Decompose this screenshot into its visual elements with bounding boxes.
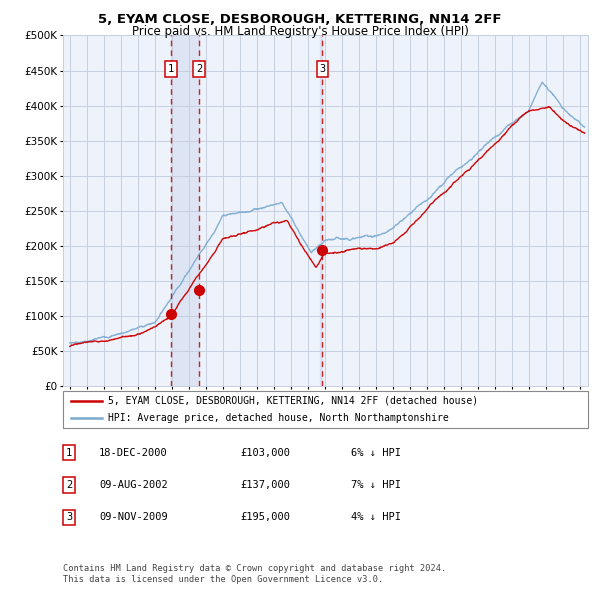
Text: 3: 3 bbox=[319, 64, 325, 74]
Text: 5, EYAM CLOSE, DESBOROUGH, KETTERING, NN14 2FF (detached house): 5, EYAM CLOSE, DESBOROUGH, KETTERING, NN… bbox=[107, 396, 478, 405]
Text: 1: 1 bbox=[66, 448, 72, 457]
Text: 18-DEC-2000: 18-DEC-2000 bbox=[99, 448, 168, 457]
Text: 3: 3 bbox=[66, 513, 72, 522]
Text: HPI: Average price, detached house, North Northamptonshire: HPI: Average price, detached house, Nort… bbox=[107, 414, 448, 424]
Bar bbox=[320, 35, 322, 386]
Text: £137,000: £137,000 bbox=[240, 480, 290, 490]
Text: 5, EYAM CLOSE, DESBOROUGH, KETTERING, NN14 2FF: 5, EYAM CLOSE, DESBOROUGH, KETTERING, NN… bbox=[98, 13, 502, 26]
Text: 7% ↓ HPI: 7% ↓ HPI bbox=[351, 480, 401, 490]
Text: 1: 1 bbox=[168, 64, 174, 74]
Text: This data is licensed under the Open Government Licence v3.0.: This data is licensed under the Open Gov… bbox=[63, 575, 383, 584]
Text: 4% ↓ HPI: 4% ↓ HPI bbox=[351, 513, 401, 522]
Text: 09-NOV-2009: 09-NOV-2009 bbox=[99, 513, 168, 522]
Text: Price paid vs. HM Land Registry's House Price Index (HPI): Price paid vs. HM Land Registry's House … bbox=[131, 25, 469, 38]
Text: £195,000: £195,000 bbox=[240, 513, 290, 522]
Text: Contains HM Land Registry data © Crown copyright and database right 2024.: Contains HM Land Registry data © Crown c… bbox=[63, 565, 446, 573]
Bar bbox=[171, 35, 199, 386]
Text: 09-AUG-2002: 09-AUG-2002 bbox=[99, 480, 168, 490]
Text: 2: 2 bbox=[66, 480, 72, 490]
Text: 2: 2 bbox=[196, 64, 202, 74]
Text: £103,000: £103,000 bbox=[240, 448, 290, 457]
Text: 6% ↓ HPI: 6% ↓ HPI bbox=[351, 448, 401, 457]
